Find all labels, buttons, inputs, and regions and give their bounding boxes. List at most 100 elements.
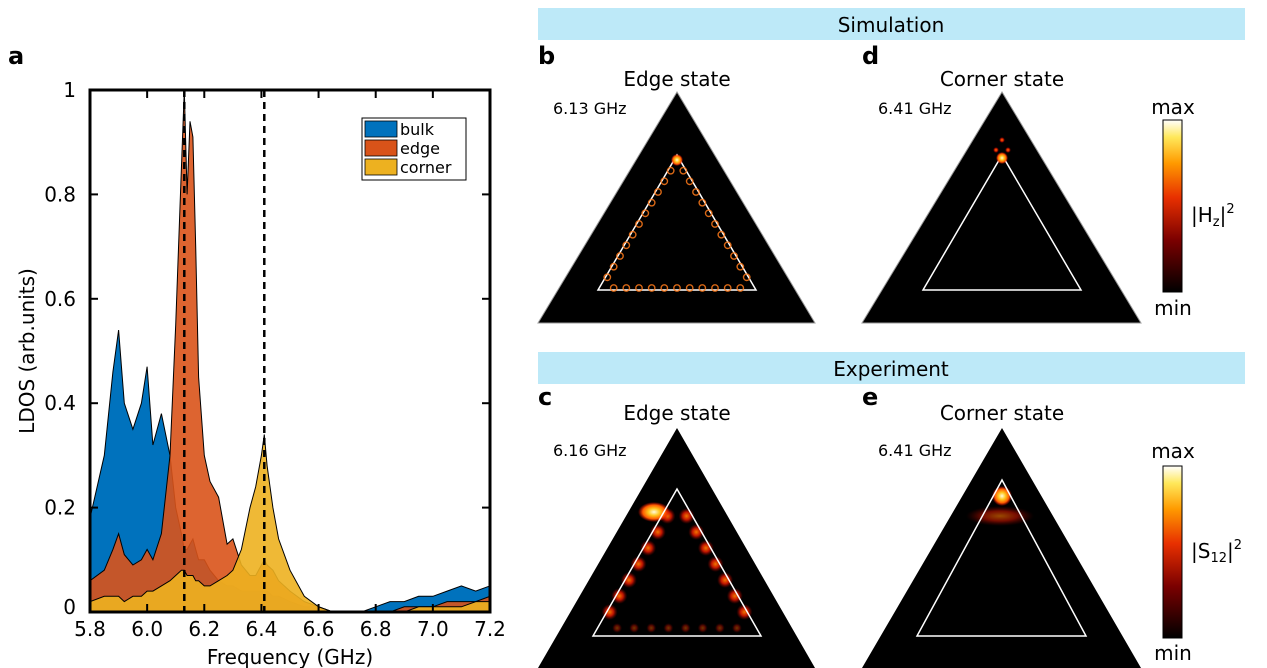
field-spot xyxy=(629,623,640,633)
map-d-title: Corner state xyxy=(940,67,1064,91)
field-spot xyxy=(649,524,666,540)
field-spot xyxy=(628,230,637,239)
map-b-title: Edge state xyxy=(623,67,730,91)
field-spot xyxy=(630,556,647,572)
field-spot xyxy=(601,604,618,620)
x-tick-label: 7.2 xyxy=(474,617,506,641)
x-tick-label: 6.4 xyxy=(246,617,278,641)
y-tick-label: 0.8 xyxy=(44,182,76,206)
map-b-frequency: 6.13 GHz xyxy=(553,99,627,118)
experiment-banner-label: Experiment xyxy=(833,357,949,381)
map-d-frequency: 6.41 GHz xyxy=(878,99,952,118)
legend: bulk edge corner xyxy=(361,117,467,181)
map-c-title: Edge state xyxy=(623,401,730,425)
field-spot xyxy=(717,572,734,588)
panel-label-e: e xyxy=(862,383,878,411)
field-spot xyxy=(723,284,732,292)
chart-vlines xyxy=(183,90,266,612)
panel-label-d: d xyxy=(862,42,879,70)
field-spot xyxy=(692,188,700,196)
field-spot xyxy=(647,198,656,207)
field-spot xyxy=(742,273,751,282)
legend-swatch-bulk xyxy=(364,120,398,138)
x-tick-label: 6.0 xyxy=(131,617,163,641)
colorbar-sim-label: |Hz|2 xyxy=(1191,202,1235,230)
colorbar-sim-min: min xyxy=(1154,296,1192,320)
field-spot xyxy=(609,262,618,271)
map-e-title: Corner state xyxy=(940,401,1064,425)
field-spot xyxy=(646,623,657,633)
field-spot xyxy=(723,241,732,250)
area-series-corner xyxy=(90,434,490,612)
field-spot xyxy=(688,524,705,540)
field-spot xyxy=(663,623,674,633)
field-spot xyxy=(660,284,669,292)
legend-label-corner: corner xyxy=(400,158,452,177)
field-spot xyxy=(736,284,745,292)
field-spot xyxy=(736,262,745,271)
panel-label-b: b xyxy=(538,42,555,70)
y-tick-label: 0.4 xyxy=(44,391,76,415)
legend-label-edge: edge xyxy=(400,139,440,158)
colorbar-experiment: max min |S12|2 xyxy=(1151,439,1242,665)
field-spot xyxy=(697,623,708,633)
field-spot xyxy=(660,177,669,186)
x-tick-label: 5.8 xyxy=(74,617,106,641)
panel-label-a: a xyxy=(8,42,24,70)
map-c-frequency: 6.16 GHz xyxy=(553,441,627,460)
x-tick-label: 6.6 xyxy=(303,617,335,641)
map-e-frequency: 6.41 GHz xyxy=(878,441,952,460)
field-spot xyxy=(673,284,681,292)
field-spot xyxy=(654,188,662,196)
field-spot xyxy=(717,230,726,239)
map-d-image xyxy=(861,91,1142,324)
field-spot xyxy=(609,284,618,292)
map-e-image xyxy=(862,428,1141,668)
panel-label-c: c xyxy=(538,383,552,411)
field-spot xyxy=(679,166,688,175)
field-spot xyxy=(736,604,753,620)
colorbar-exp-max: max xyxy=(1151,439,1195,463)
field-spot xyxy=(731,623,742,633)
y-tick-label: 0.6 xyxy=(44,287,76,311)
field-spot xyxy=(640,540,657,556)
colorbar-sim-max: max xyxy=(1151,95,1195,119)
colorbar-exp-min: min xyxy=(1154,641,1192,665)
field-spot xyxy=(635,284,643,292)
y-tick-label: 1 xyxy=(63,78,76,102)
field-spot xyxy=(611,588,628,604)
field-spot xyxy=(680,623,691,633)
field-spot xyxy=(698,284,707,292)
colorbar-exp-label: |S12|2 xyxy=(1191,538,1242,566)
chart-areas xyxy=(90,90,490,612)
field-spot xyxy=(714,623,725,633)
map-c-image xyxy=(538,428,815,668)
field-spot xyxy=(666,166,675,175)
plot-frame xyxy=(88,88,492,614)
field-spot xyxy=(685,177,694,186)
y-axis-label: LDOS (arb.units) xyxy=(15,268,39,434)
field-spot xyxy=(711,284,719,292)
field-spot xyxy=(697,540,714,556)
experiment-banner xyxy=(538,352,1245,384)
field-spot xyxy=(647,284,656,292)
field-spot xyxy=(707,556,724,572)
area-series-edge xyxy=(90,90,490,612)
x-tick-label: 7.0 xyxy=(417,617,449,641)
simulation-banner-label: Simulation xyxy=(838,13,945,37)
x-tick-label: 6.2 xyxy=(188,617,220,641)
chart-ticks: 5.8 6.0 6.2 6.4 6.6 6.8 7.0 7.2 0 0.2 0.4 0.6 0.8 1 xyxy=(44,78,506,641)
y-tick-label: 0 xyxy=(63,595,76,619)
field-spot xyxy=(685,284,694,292)
field-spot xyxy=(616,252,624,260)
x-tick-label: 6.8 xyxy=(360,617,392,641)
field-spot xyxy=(612,623,623,633)
map-b-image xyxy=(537,91,816,324)
legend-label-bulk: bulk xyxy=(400,120,435,139)
legend-swatch-corner xyxy=(364,158,398,176)
x-axis-label: Frequency (GHz) xyxy=(207,645,373,668)
y-tick-label: 0.2 xyxy=(44,496,76,520)
colorbar-simulation: max min |Hz|2 xyxy=(1151,95,1234,320)
field-spot xyxy=(620,572,637,588)
